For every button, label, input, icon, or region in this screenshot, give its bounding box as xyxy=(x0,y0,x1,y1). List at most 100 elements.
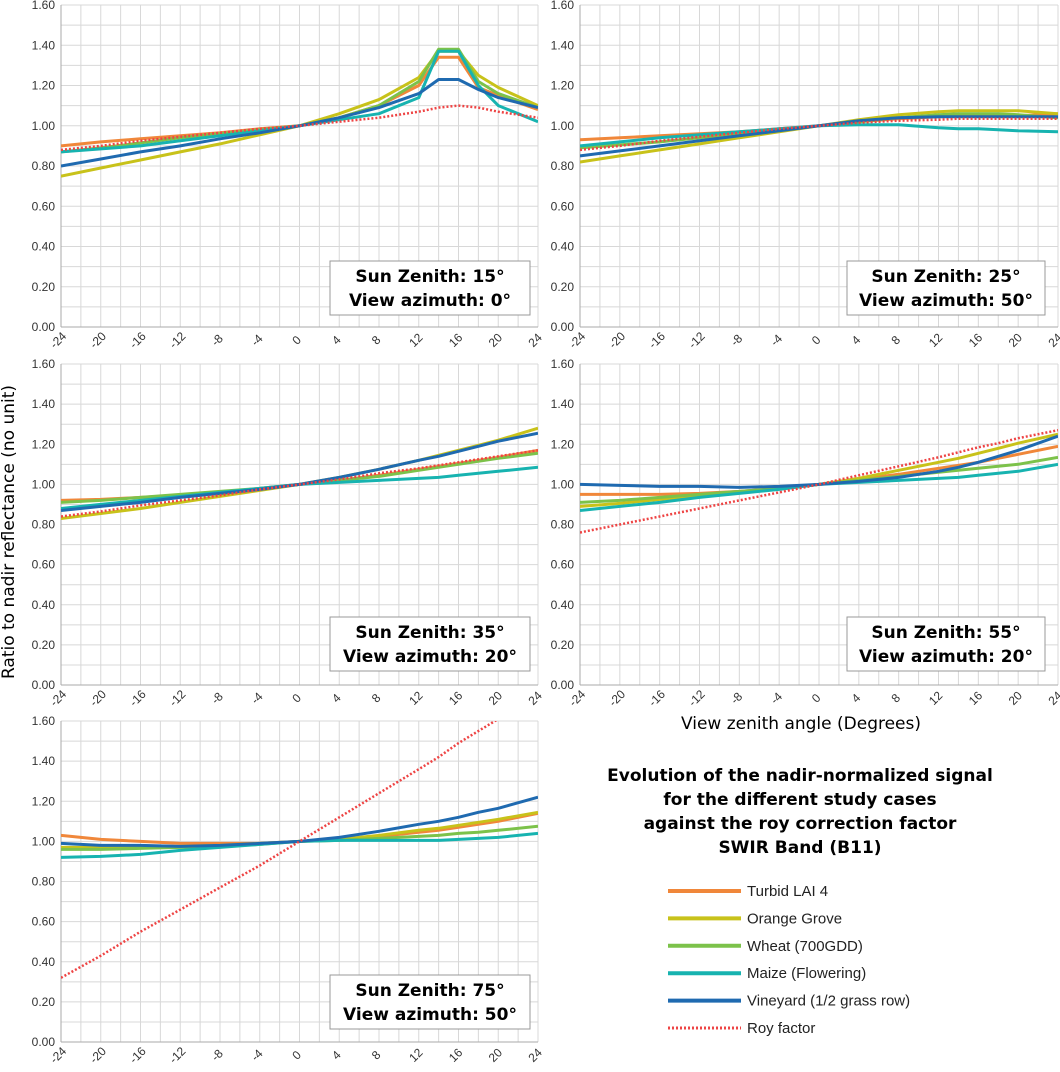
series-line-maize-flowering xyxy=(61,49,538,154)
chart-panel-2: 0.000.200.400.600.801.001.201.401.60-24-… xyxy=(551,0,1060,351)
series-line-roy-factor xyxy=(61,449,538,518)
y-tick-label: 0.60 xyxy=(551,199,575,213)
y-tick-label: 0.80 xyxy=(551,159,575,173)
x-tick-label: 8 xyxy=(369,1048,384,1063)
legend-item: Orange Grove xyxy=(668,910,842,927)
x-tick-label: 20 xyxy=(1006,688,1026,708)
y-tick-label: 0.80 xyxy=(551,518,575,532)
y-tick-label: 1.00 xyxy=(32,834,56,848)
x-tick-label: 8 xyxy=(889,333,904,348)
panel-annotation-box xyxy=(846,260,1046,316)
y-tick-label: 0.00 xyxy=(32,1035,56,1049)
y-tick-label: 1.00 xyxy=(551,477,575,491)
x-tick-label: 20 xyxy=(486,1045,506,1065)
y-tick-label: 0.60 xyxy=(32,558,56,572)
y-tick-label: 0.20 xyxy=(32,638,56,652)
y-tick-label: 1.00 xyxy=(32,477,56,491)
legend-label: Maize (Flowering) xyxy=(747,965,866,982)
x-tick-label: -12 xyxy=(686,687,708,709)
x-tick-label: -12 xyxy=(166,1044,188,1066)
series-line-maize-flowering xyxy=(61,831,538,859)
panel-annotation-line: View azimuth: 0° xyxy=(349,291,511,311)
x-tick-label: 12 xyxy=(406,688,426,708)
x-tick-label: -4 xyxy=(248,331,266,349)
panels-layer: 0.000.200.400.600.801.001.201.401.60-24-… xyxy=(32,0,1060,1066)
series-line-maize-flowering xyxy=(580,123,1058,148)
series-line-vineyard-1-2-grass-row xyxy=(61,78,538,168)
y-tick-label: 1.20 xyxy=(32,794,56,808)
y-tick-label: 0.00 xyxy=(551,320,575,334)
legend-label: Vineyard (1/2 grass row) xyxy=(747,993,910,1010)
x-tick-label: 8 xyxy=(889,691,904,706)
y-tick-label: 0.00 xyxy=(551,678,575,692)
x-tick-label: 16 xyxy=(966,330,986,350)
series-line-vineyard-1-2-grass-row xyxy=(61,795,538,848)
x-tick-label: 8 xyxy=(369,691,384,706)
y-tick-label: 1.40 xyxy=(32,38,56,52)
panel-annotation-box xyxy=(329,974,531,1030)
y-tick-label: 0.20 xyxy=(551,280,575,294)
y-tick-label: 1.60 xyxy=(32,0,56,12)
x-tick-label: -20 xyxy=(87,687,109,709)
x-tick-label: 4 xyxy=(849,333,864,348)
y-tick-label: 1.20 xyxy=(551,79,575,93)
x-tick-label: -4 xyxy=(768,689,786,707)
x-tick-label: -20 xyxy=(606,687,628,709)
y-tick-label: 0.80 xyxy=(32,875,56,889)
legend: Turbid LAI 4 Orange Grove Wheat (700GDD) Ma… xyxy=(668,883,910,1037)
series-line-orange-grove xyxy=(61,49,538,178)
x-tick-label: -8 xyxy=(208,331,226,349)
series-lines xyxy=(580,428,1058,534)
legend-item: Wheat (700GDD) xyxy=(668,938,863,955)
y-tick-label: 0.40 xyxy=(551,598,575,612)
y-tick-label: 1.60 xyxy=(551,357,575,371)
y-tick-label: 1.20 xyxy=(551,437,575,451)
panel-annotation-line: View azimuth: 20° xyxy=(343,647,517,667)
series-lines xyxy=(61,426,538,520)
y-axis-title: Ratio to nadir reflectance (no unit) xyxy=(0,385,19,679)
panel-annotation-line: Sun Zenith: 75° xyxy=(355,981,504,1001)
x-tick-label: 24 xyxy=(525,1045,545,1065)
legend-label: Roy factor xyxy=(747,1020,815,1037)
y-tick-label: 1.20 xyxy=(32,437,56,451)
x-tick-label: -16 xyxy=(127,1044,149,1066)
x-tick-label: 20 xyxy=(486,688,506,708)
figure-title-line-3: against the roy correction factor xyxy=(644,814,957,834)
panel-annotation-box xyxy=(846,616,1046,672)
legend-label: Turbid LAI 4 xyxy=(747,883,828,900)
x-tick-label: 24 xyxy=(1045,330,1060,350)
x-tick-label: -4 xyxy=(248,689,266,707)
x-tick-label: 12 xyxy=(406,1045,426,1065)
panel-annotation-line: Sun Zenith: 15° xyxy=(355,267,504,287)
x-tick-label: 16 xyxy=(446,688,466,708)
panel-annotation-line: Sun Zenith: 55° xyxy=(871,623,1020,643)
series-line-roy-factor xyxy=(580,117,1058,152)
x-tick-label: 24 xyxy=(1045,688,1060,708)
x-tick-label: 4 xyxy=(329,333,344,348)
figure-title-line-4: SWIR Band (B11) xyxy=(718,838,881,858)
series-lines xyxy=(580,109,1058,164)
panel-annotation-box xyxy=(329,616,531,672)
x-tick-label: 16 xyxy=(966,688,986,708)
y-tick-label: 0.20 xyxy=(32,995,56,1009)
y-tick-label: 0.60 xyxy=(32,199,56,213)
legend-item: Roy factor xyxy=(668,1020,815,1037)
x-tick-label: 20 xyxy=(1006,330,1026,350)
x-tick-label: -12 xyxy=(166,687,188,709)
y-tick-label: 0.40 xyxy=(551,240,575,254)
series-line-vineyard-1-2-grass-row xyxy=(580,115,1058,158)
y-tick-label: 0.00 xyxy=(32,678,56,692)
x-tick-label: -8 xyxy=(728,331,746,349)
chart-panel-1: 0.000.200.400.600.801.001.201.401.60-24-… xyxy=(32,0,545,351)
series-line-vineyard-1-2-grass-row xyxy=(61,431,538,512)
x-tick-label: -16 xyxy=(127,687,149,709)
x-tick-label: 0 xyxy=(809,333,824,348)
x-tick-label: -4 xyxy=(768,331,786,349)
x-tick-label: -4 xyxy=(248,1046,266,1064)
x-tick-label: 16 xyxy=(446,330,466,350)
x-tick-label: 4 xyxy=(849,691,864,706)
y-tick-label: 0.80 xyxy=(32,518,56,532)
figure-title-line-2: for the different study cases xyxy=(663,790,936,810)
x-tick-label: 0 xyxy=(289,691,304,706)
series-line-roy-factor xyxy=(61,721,498,979)
